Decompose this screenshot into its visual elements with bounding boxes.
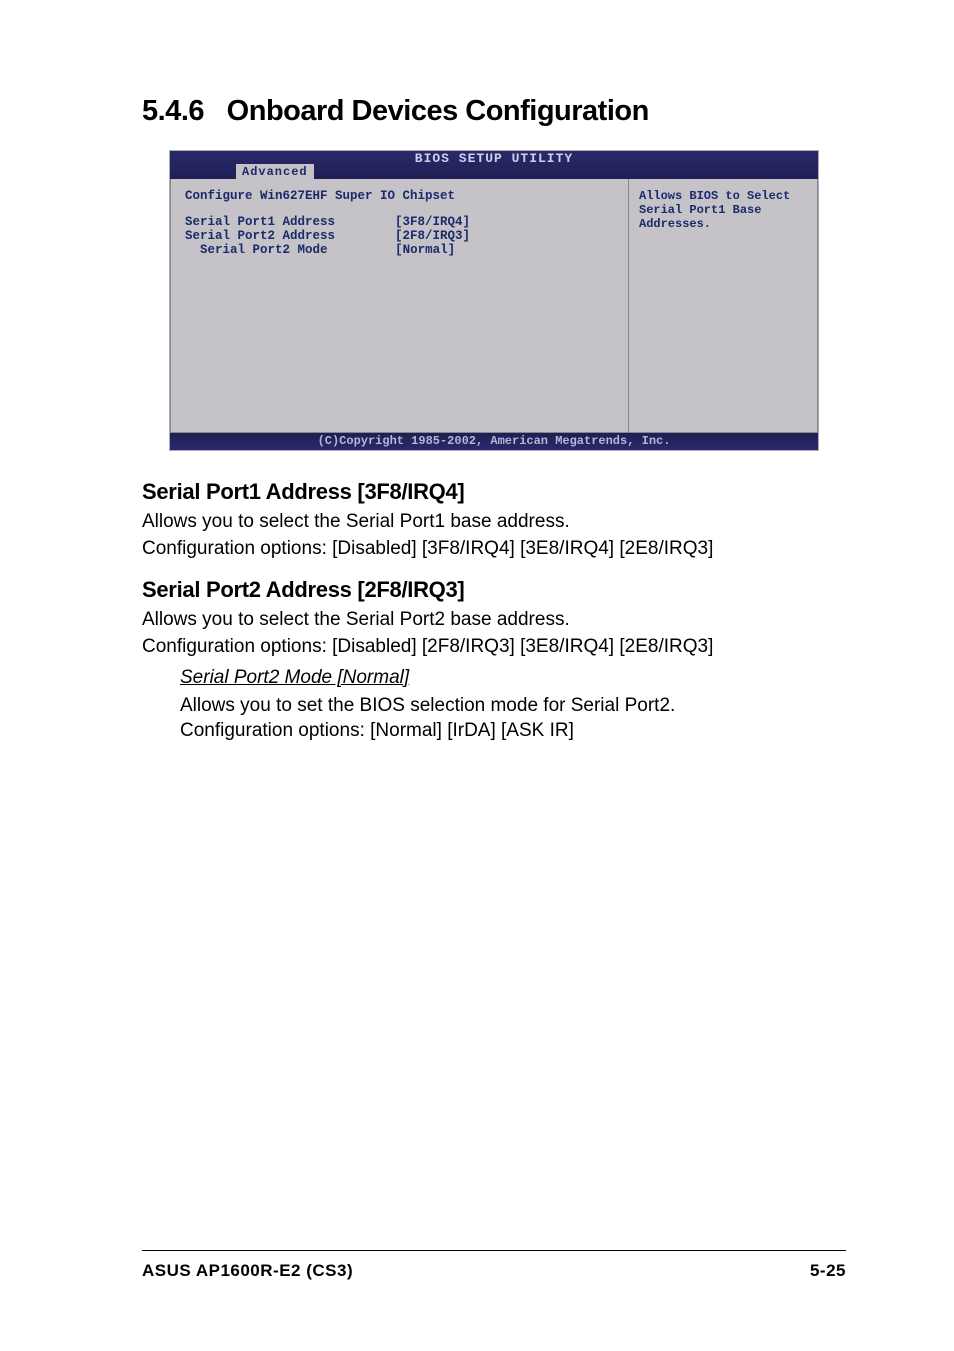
footer-model: ASUS AP1600R-E2 (CS3) [142, 1261, 353, 1281]
opts-sp1: Configuration options: [Disabled] [3F8/I… [142, 536, 846, 561]
footer-page: 5-25 [810, 1261, 846, 1281]
bios-help-line: Serial Port1 Base [639, 203, 807, 217]
heading-sp2mode: Serial Port2 Mode [Normal] [180, 667, 409, 689]
bios-config-panel: Configure Win627EHF Super IO Chipset Ser… [170, 179, 628, 433]
bios-header: BIOS SETUP UTILITY Advanced [170, 151, 818, 179]
section-number: 5.4.6 [142, 95, 204, 127]
bios-row-sp2[interactable]: Serial Port2 Address [2F8/IRQ3] [185, 229, 614, 243]
bios-tab-advanced[interactable]: Advanced [236, 164, 314, 179]
bios-screenshot: BIOS SETUP UTILITY Advanced Configure Wi… [169, 150, 819, 451]
section-heading: Onboard Devices Configuration [227, 95, 649, 127]
desc-sp1: Allows you to select the Serial Port1 ba… [142, 509, 846, 534]
bios-row-sp1[interactable]: Serial Port1 Address [3F8/IRQ4] [185, 215, 614, 229]
opts-sp2mode: Configuration options: [Normal] [IrDA] [… [180, 718, 846, 743]
bios-help-line: Allows BIOS to Select [639, 189, 807, 203]
heading-sp1: Serial Port1 Address [3F8/IRQ4] [142, 479, 846, 505]
page-footer: ASUS AP1600R-E2 (CS3) 5-25 [142, 1250, 846, 1281]
bios-help-panel: Allows BIOS to Select Serial Port1 Base … [628, 179, 818, 433]
bios-body: Configure Win627EHF Super IO Chipset Ser… [170, 179, 818, 433]
bios-config-title: Configure Win627EHF Super IO Chipset [185, 189, 614, 203]
subitem-sp2mode: Serial Port2 Mode [Normal] Allows you to… [180, 667, 846, 743]
desc-sp2mode: Allows you to set the BIOS selection mod… [180, 693, 846, 718]
bios-row-sp2mode[interactable]: Serial Port2 Mode [Normal] [185, 243, 614, 257]
bios-help-line: Addresses. [639, 217, 807, 231]
opts-sp2: Configuration options: [Disabled] [2F8/I… [142, 634, 846, 659]
heading-sp2: Serial Port2 Address [2F8/IRQ3] [142, 577, 846, 603]
desc-sp2: Allows you to select the Serial Port2 ba… [142, 607, 846, 632]
bios-copyright: (C)Copyright 1985-2002, American Megatre… [170, 433, 818, 450]
section-title: 5.4.6 Onboard Devices Configuration [142, 95, 846, 128]
